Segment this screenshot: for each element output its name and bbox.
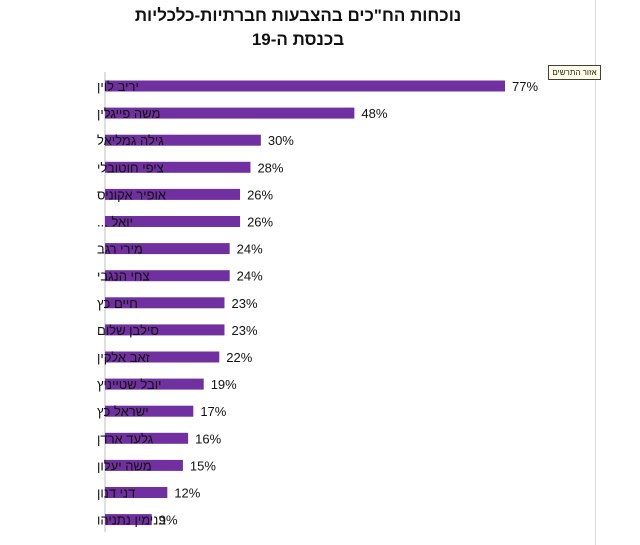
bar bbox=[105, 297, 225, 309]
data-label: 17% bbox=[200, 404, 226, 419]
category-label: יואל ... bbox=[97, 215, 133, 230]
bar bbox=[105, 514, 152, 526]
bar bbox=[105, 243, 230, 255]
bar bbox=[105, 459, 183, 471]
data-label: 48% bbox=[361, 106, 387, 121]
bar bbox=[105, 107, 355, 119]
bar bbox=[105, 324, 225, 336]
bar bbox=[105, 405, 194, 417]
bar bbox=[105, 134, 261, 146]
data-label: 26% bbox=[247, 187, 273, 202]
bar bbox=[105, 270, 230, 282]
data-label: 30% bbox=[268, 133, 294, 148]
category-label: ציפי חוטובלי bbox=[97, 160, 164, 175]
data-label: 23% bbox=[231, 323, 257, 338]
category-label: משה יעלון bbox=[97, 458, 152, 473]
data-label: 24% bbox=[237, 242, 263, 257]
category-label: משה פייגלין bbox=[97, 106, 160, 121]
bar bbox=[105, 432, 189, 444]
data-label: 22% bbox=[226, 350, 252, 365]
category-label: זאב אלקין bbox=[97, 350, 151, 365]
data-label: 24% bbox=[237, 269, 263, 284]
bar bbox=[105, 80, 506, 92]
data-label: 28% bbox=[257, 160, 283, 175]
plot-area-tooltip: אזור התרשים bbox=[548, 65, 601, 80]
data-label: 12% bbox=[174, 486, 200, 501]
bar bbox=[105, 216, 241, 227]
bar bbox=[105, 487, 168, 498]
category-label: יובל שטייניץ bbox=[97, 377, 162, 392]
category-label: צחי הנגבי bbox=[97, 269, 150, 284]
category-label: סילבן שלום bbox=[97, 323, 159, 338]
bar bbox=[105, 378, 204, 390]
category-label: בנימין נתניהו bbox=[97, 513, 166, 528]
category-label: ישראל כץ bbox=[97, 404, 149, 419]
category-label: דני דנון bbox=[97, 486, 135, 501]
bar bbox=[105, 351, 220, 363]
chart-subtitle: בכנסת ה-19 bbox=[251, 30, 345, 49]
data-label: 77% bbox=[512, 79, 538, 94]
category-label: גלעד ארדן bbox=[97, 431, 154, 446]
category-label: מירי רגב bbox=[97, 242, 143, 257]
data-label: 16% bbox=[195, 431, 221, 446]
data-label: 23% bbox=[231, 296, 257, 311]
category-label: חיים כץ bbox=[97, 296, 138, 311]
category-label: גילה גמליאל bbox=[97, 133, 164, 148]
data-label: 15% bbox=[190, 458, 216, 473]
data-label: 9% bbox=[159, 513, 178, 528]
category-label: אופיר אקוניס bbox=[97, 187, 166, 202]
chart-frame bbox=[595, 0, 596, 545]
bar bbox=[105, 161, 251, 173]
data-label: 19% bbox=[211, 377, 237, 392]
data-label: 26% bbox=[247, 215, 273, 230]
chart-title: נוכחות הח"כים בהצבעות חברתיות-כלכליות bbox=[134, 6, 462, 25]
bar bbox=[105, 188, 241, 200]
category-label: יריב לוין bbox=[97, 79, 139, 94]
